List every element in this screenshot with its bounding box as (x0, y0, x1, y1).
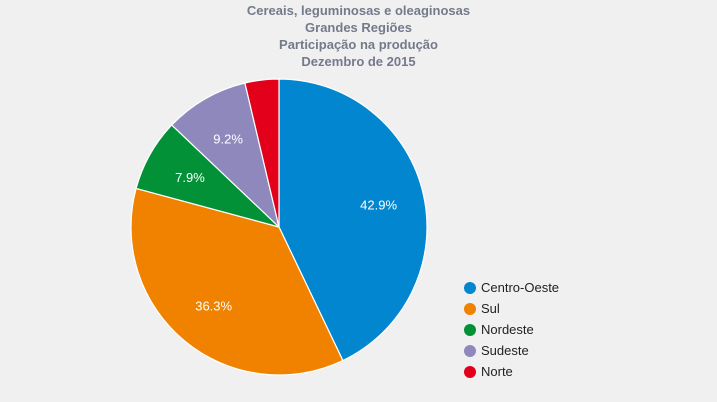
legend-label: Sul (481, 301, 500, 316)
pie-slice-sul[interactable] (130, 187, 344, 376)
legend-label: Sudeste (481, 343, 529, 358)
legend-marker-icon (464, 281, 476, 294)
legend-marker-icon (464, 323, 476, 336)
legend-marker-icon (464, 365, 476, 378)
legend-item-norte[interactable]: Norte (464, 361, 559, 382)
legend-item-nordeste[interactable]: Nordeste (464, 319, 559, 340)
legend-item-sudeste[interactable]: Sudeste (464, 340, 559, 361)
title-line-2: Grandes Regiões (305, 20, 412, 35)
legend-label: Norte (481, 364, 513, 379)
pie-slice-sudeste[interactable] (170, 82, 281, 229)
data-label: 7.9% (175, 170, 205, 185)
legend-label: Centro-Oeste (481, 280, 560, 295)
legend-marker-icon (464, 302, 476, 315)
legend-marker-icon (464, 344, 476, 357)
legend-label: Nordeste (481, 322, 534, 337)
pie-slice-norte[interactable] (244, 78, 280, 228)
title-line-1: Cereais, leguminosas e oleaginosas (246, 3, 471, 18)
pie-slice-centro-oeste[interactable] (278, 78, 428, 362)
chart-title: Cereais, leguminosas e oleaginosas Grand… (0, 2, 717, 70)
legend-item-centro-oeste[interactable]: Centro-Oeste (464, 277, 559, 298)
title-line-3: Participação na produção (279, 37, 438, 52)
legend: Centro-Oeste Sul Nordeste Sudeste Norte (464, 277, 559, 382)
data-label: 36.3% (195, 298, 232, 313)
legend-item-sul[interactable]: Sul (464, 298, 559, 319)
data-label: 9.2% (213, 131, 243, 146)
data-label: 42.9% (360, 197, 397, 212)
title-line-4: Dezembro de 2015 (301, 54, 416, 69)
